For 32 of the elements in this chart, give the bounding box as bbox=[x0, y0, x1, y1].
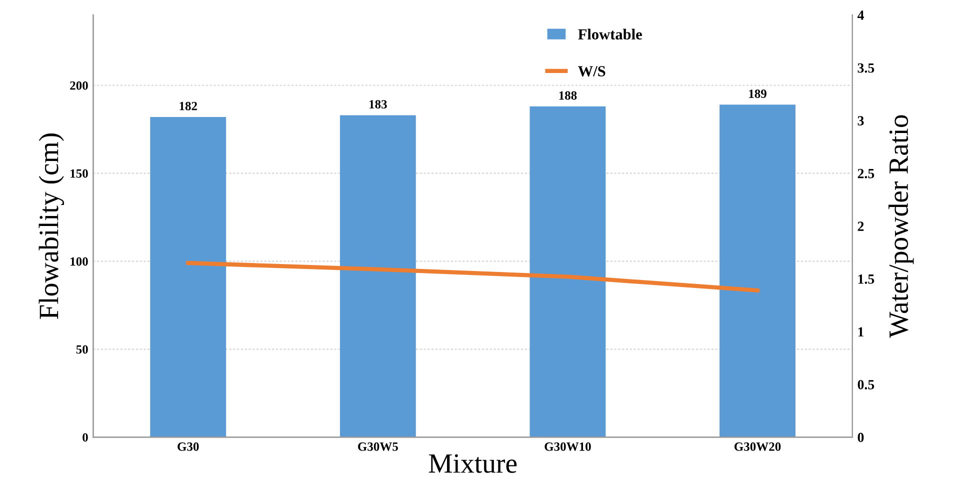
y2-tick-label: 3 bbox=[858, 116, 864, 126]
y2-tick-label: 0 bbox=[858, 432, 864, 442]
y-tick-label: 200 bbox=[70, 81, 88, 90]
x-tick-label: G30W5 bbox=[358, 442, 398, 451]
y2-tick-label: 0.5 bbox=[858, 380, 874, 390]
data-label: 182 bbox=[180, 102, 197, 110]
y2-tick-label: 2.5 bbox=[858, 168, 874, 178]
x-tick-label: G30W20 bbox=[734, 442, 781, 451]
y2-tick-label: 1.5 bbox=[858, 274, 874, 284]
y-tick-label: 50 bbox=[76, 345, 88, 354]
y2-axis-title: Water/powder Ratio bbox=[888, 115, 914, 338]
legend-label: W/S bbox=[578, 66, 606, 76]
data-label: 189 bbox=[749, 90, 766, 98]
x-tick-label: G30W10 bbox=[544, 442, 591, 451]
y2-tick-label: 1 bbox=[858, 327, 864, 336]
data-label: 183 bbox=[370, 100, 387, 109]
y-tick-label: 150 bbox=[70, 169, 88, 178]
y2-tick-label: 4 bbox=[857, 10, 864, 20]
bar bbox=[530, 106, 606, 438]
legend-label: Flowtable bbox=[578, 28, 642, 40]
bar bbox=[150, 116, 226, 438]
y2-tick-label: 2 bbox=[858, 222, 864, 231]
line-series bbox=[186, 260, 760, 293]
y2-tick-label: 3.5 bbox=[858, 63, 874, 73]
bar bbox=[720, 104, 796, 438]
x-tick-label: G30 bbox=[178, 442, 199, 451]
y-tick-label: 100 bbox=[70, 257, 88, 266]
bar bbox=[340, 115, 416, 438]
data-label: 188 bbox=[559, 91, 577, 100]
y-tick-label: 0 bbox=[82, 433, 88, 442]
y-axis-title: Flowability (cm) bbox=[38, 134, 64, 319]
x-axis-title: Mixture bbox=[428, 454, 517, 473]
